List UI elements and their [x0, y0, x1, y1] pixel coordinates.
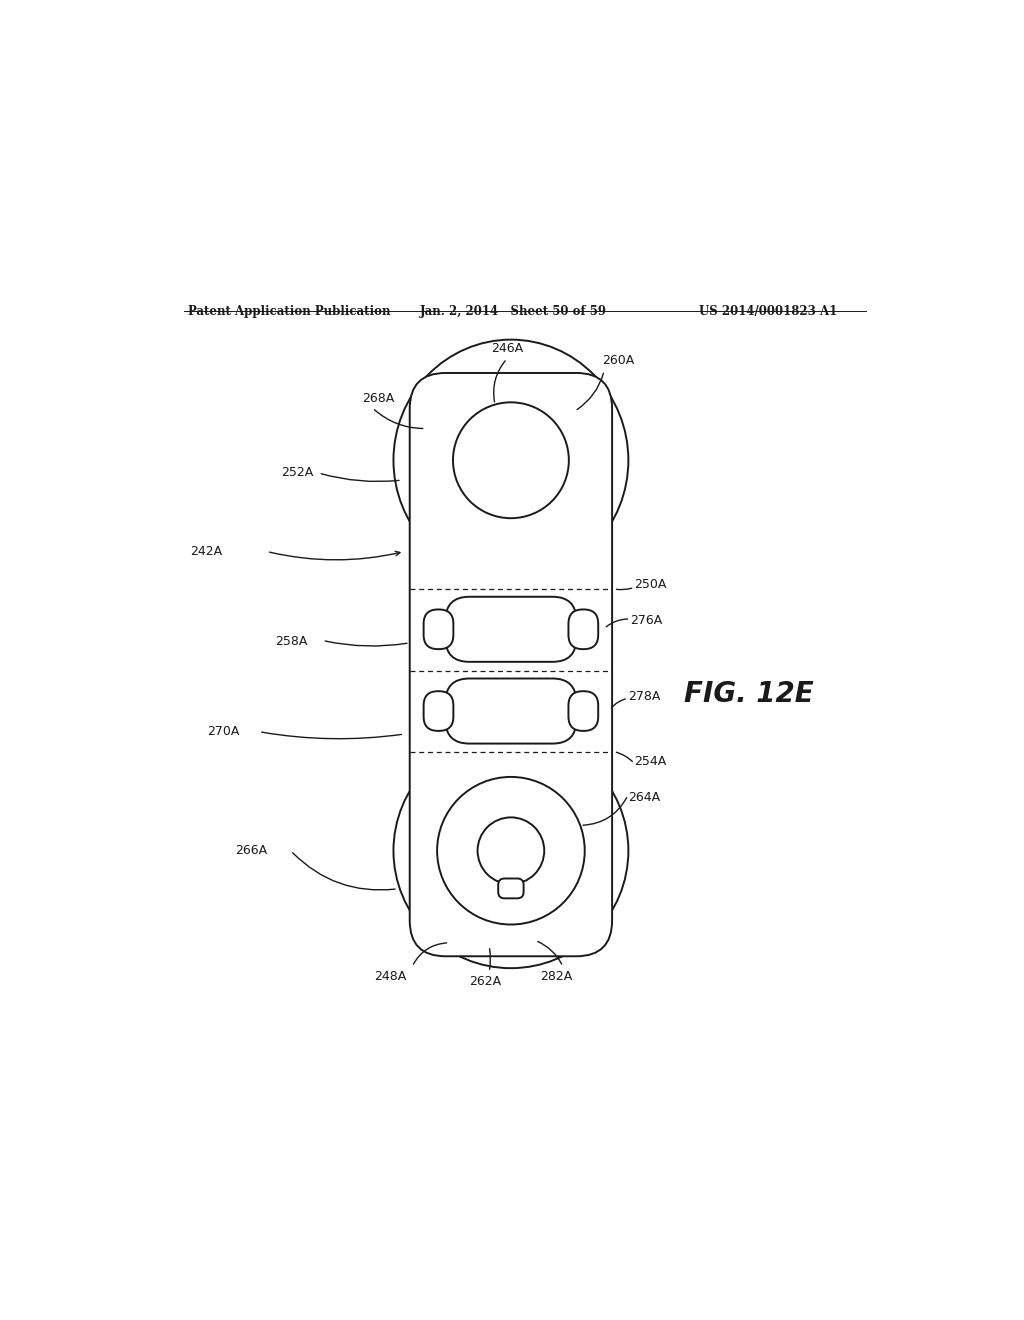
Text: 264A: 264A: [628, 791, 660, 804]
Text: 254A: 254A: [634, 755, 667, 768]
FancyArrowPatch shape: [583, 797, 627, 825]
Text: Patent Application Publication: Patent Application Publication: [187, 305, 390, 318]
Circle shape: [453, 403, 569, 519]
Text: FIG. 12E: FIG. 12E: [684, 680, 813, 709]
FancyArrowPatch shape: [375, 409, 423, 429]
Circle shape: [437, 777, 585, 924]
Ellipse shape: [393, 339, 629, 581]
FancyArrowPatch shape: [616, 589, 632, 590]
FancyArrowPatch shape: [269, 552, 400, 560]
Text: 266A: 266A: [236, 845, 267, 857]
FancyArrowPatch shape: [262, 733, 401, 739]
Text: Jan. 2, 2014   Sheet 50 of 59: Jan. 2, 2014 Sheet 50 of 59: [420, 305, 607, 318]
Text: 270A: 270A: [207, 725, 240, 738]
FancyArrowPatch shape: [326, 642, 407, 645]
FancyBboxPatch shape: [424, 692, 454, 731]
Text: 260A: 260A: [602, 354, 635, 367]
FancyArrowPatch shape: [611, 700, 626, 708]
FancyBboxPatch shape: [445, 597, 577, 661]
FancyArrowPatch shape: [414, 942, 446, 964]
Text: 278A: 278A: [628, 690, 660, 704]
Text: 252A: 252A: [282, 466, 313, 479]
FancyBboxPatch shape: [568, 610, 598, 649]
Text: 250A: 250A: [634, 578, 667, 590]
FancyArrowPatch shape: [578, 374, 603, 409]
FancyBboxPatch shape: [424, 610, 454, 649]
Circle shape: [393, 734, 629, 968]
Circle shape: [477, 817, 544, 884]
Text: 268A: 268A: [362, 392, 394, 405]
FancyArrowPatch shape: [293, 853, 395, 890]
FancyBboxPatch shape: [410, 374, 612, 956]
Text: 258A: 258A: [274, 635, 307, 648]
FancyArrowPatch shape: [606, 619, 628, 627]
Text: 248A: 248A: [374, 970, 406, 983]
Text: 276A: 276A: [631, 614, 663, 627]
Text: 262A: 262A: [469, 974, 501, 987]
FancyBboxPatch shape: [499, 879, 523, 899]
FancyArrowPatch shape: [616, 752, 633, 762]
Text: US 2014/0001823 A1: US 2014/0001823 A1: [699, 305, 838, 318]
FancyBboxPatch shape: [568, 692, 598, 731]
FancyArrowPatch shape: [538, 941, 561, 964]
FancyBboxPatch shape: [445, 678, 577, 743]
Text: 282A: 282A: [541, 970, 572, 983]
FancyArrowPatch shape: [322, 474, 399, 482]
Text: 246A: 246A: [490, 342, 523, 355]
FancyArrowPatch shape: [494, 360, 505, 403]
Text: 242A: 242A: [189, 545, 222, 558]
